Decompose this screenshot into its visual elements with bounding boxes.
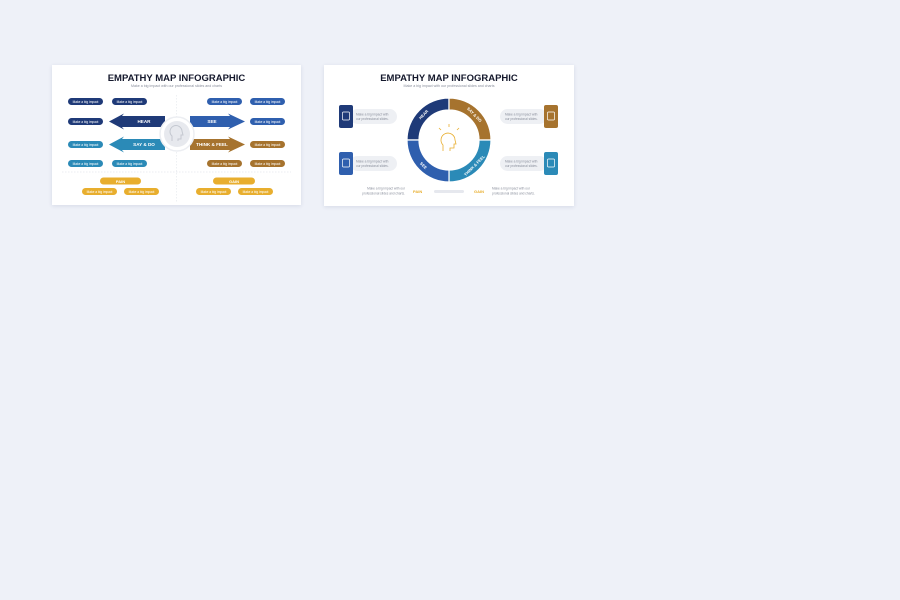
slide-thumbnail-arrows[interactable]: EMPATHY MAP INFOGRAPHIC Make a big impac… xyxy=(52,65,301,205)
gain-label: GAIN xyxy=(474,189,484,194)
slide-thumbnail-donut[interactable]: EMPATHY MAP INFOGRAPHIC Make a big impac… xyxy=(324,65,574,206)
segment-say-do xyxy=(448,97,492,141)
audience-icon-box xyxy=(339,105,353,128)
pain-text-line2: professional slides and charts. xyxy=(362,192,405,196)
segment-think-feel xyxy=(448,139,492,183)
see-label: SEE xyxy=(207,119,216,124)
impact-pill xyxy=(196,188,231,195)
impact-pill-text: Make a big impact xyxy=(243,190,269,194)
segment-label: SEE xyxy=(419,161,428,170)
impact-pill xyxy=(68,160,103,167)
gain-text-line2: professional slides and charts. xyxy=(492,192,535,196)
impact-pill xyxy=(68,118,103,125)
impact-pill-text: Make a big impact xyxy=(129,190,155,194)
user-icon-box xyxy=(339,152,353,175)
impact-pill xyxy=(238,188,273,195)
callout-text-line2: our professional slides. xyxy=(505,164,538,168)
think-feel-label: THINK & FEEL xyxy=(196,142,228,147)
impact-pill xyxy=(112,160,147,167)
impact-pill xyxy=(207,160,242,167)
callout-text-line1: Make a big impact with xyxy=(356,113,389,117)
callout-text-line1: Make a big impact with xyxy=(505,113,538,117)
gain-text-line1: Make a big impact with our xyxy=(492,187,531,191)
hear-arrow xyxy=(109,113,165,130)
impact-pill-text: Make a big impact xyxy=(212,100,238,104)
impact-pill-text: Make a big impact xyxy=(255,143,281,147)
segment-label: HEAR xyxy=(418,109,430,121)
callout-bubble xyxy=(350,109,397,124)
impact-pill xyxy=(250,141,285,148)
slide-title: EMPATHY MAP INFOGRAPHIC xyxy=(108,73,246,84)
pain-label: PAIN xyxy=(413,189,422,194)
slide-subtitle: Make a big impact with our professional … xyxy=(403,84,494,88)
impact-pill-text: Make a big impact xyxy=(73,143,99,147)
audience-icon xyxy=(342,111,350,121)
impact-pill xyxy=(112,98,147,105)
callout-bubble xyxy=(350,156,397,171)
impact-pill xyxy=(250,118,285,125)
callout-text-line2: our professional slides. xyxy=(505,117,538,121)
callout-text-line1: Make a big impact with xyxy=(505,160,538,164)
user-icon xyxy=(342,158,350,168)
impact-pill xyxy=(68,98,103,105)
team-icon xyxy=(547,111,555,121)
head-idea-icon xyxy=(438,124,460,151)
impact-pill-text: Make a big impact xyxy=(87,190,113,194)
impact-pill-text: Make a big impact xyxy=(255,120,281,124)
presentation-icon xyxy=(547,158,555,168)
callout-text-line1: Make a big impact with xyxy=(356,160,389,164)
callout-bubble xyxy=(500,156,547,171)
impact-pill xyxy=(250,160,285,167)
impact-pill-text: Make a big impact xyxy=(117,100,143,104)
say-do-arrow xyxy=(109,136,165,153)
callout-bubble xyxy=(500,109,547,124)
hear-label: HEAR xyxy=(137,119,151,124)
impact-pill-text: Make a big impact xyxy=(73,120,99,124)
impact-pill-text: Make a big impact xyxy=(255,162,281,166)
gain-pill xyxy=(213,177,255,185)
presentation-icon-box xyxy=(544,152,558,175)
impact-pill xyxy=(207,98,242,105)
impact-pill xyxy=(124,188,159,195)
segment-see xyxy=(406,139,450,183)
impact-pill-text: Make a big impact xyxy=(201,190,227,194)
impact-pill xyxy=(250,98,285,105)
impact-pill-text: Make a big impact xyxy=(212,162,238,166)
impact-pill-text: Make a big impact xyxy=(73,162,99,166)
head-icon xyxy=(164,121,190,147)
pain-text-line1: Make a big impact with our xyxy=(367,187,406,191)
callout-text-line2: our professional slides. xyxy=(356,164,389,168)
impact-pill-text: Make a big impact xyxy=(117,162,143,166)
impact-pill-text: Make a big impact xyxy=(255,100,281,104)
impact-pill xyxy=(68,141,103,148)
gain-label: GAIN xyxy=(229,179,239,184)
slide-subtitle: Make a big impact with our professional … xyxy=(131,84,222,88)
say-do-label: SAY & DO xyxy=(133,142,155,147)
impact-pill xyxy=(82,188,117,195)
think-feel-arrow xyxy=(190,136,245,153)
see-arrow xyxy=(190,113,245,130)
team-icon-box xyxy=(544,105,558,128)
slide-title: EMPATHY MAP INFOGRAPHIC xyxy=(380,73,518,84)
segment-hear xyxy=(406,97,450,141)
impact-pill-text: Make a big impact xyxy=(73,100,99,104)
pain-label: PAIN xyxy=(116,179,125,184)
callout-text-line2: our professional slides. xyxy=(356,117,389,121)
pain-pill xyxy=(100,177,141,185)
